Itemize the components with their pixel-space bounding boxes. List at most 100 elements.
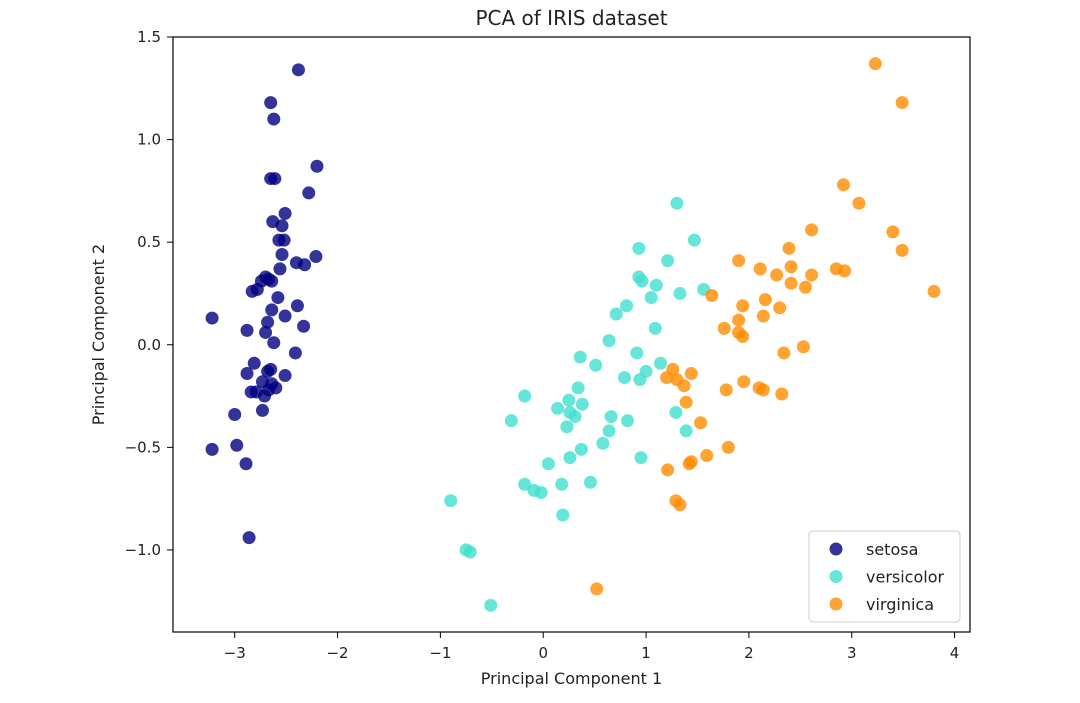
y-tick-label: 0.0 [137, 336, 161, 354]
x-tick-label: −2 [326, 644, 348, 662]
data-point [309, 250, 323, 264]
y-axis-ticks: −1.0 −0.5 0.0 0.5 1.0 1.5 [125, 28, 173, 559]
data-point [670, 196, 684, 210]
data-point [288, 346, 302, 360]
data-point [265, 274, 279, 288]
data-point [635, 274, 649, 288]
x-tick-label: −3 [224, 644, 246, 662]
data-point [837, 178, 851, 192]
data-point [687, 233, 701, 247]
data-point [560, 420, 574, 434]
data-point [700, 449, 714, 463]
data-point [717, 321, 731, 335]
y-tick-label: 1.5 [137, 28, 161, 46]
data-point [302, 186, 316, 200]
legend: setosa versicolor virginica [808, 530, 961, 623]
data-point [584, 475, 598, 489]
data-point [669, 405, 683, 419]
x-tick-label: 4 [950, 644, 960, 662]
data-point [555, 477, 569, 491]
legend-marker [829, 597, 843, 611]
data-point [271, 291, 285, 305]
data-point [247, 356, 261, 370]
data-point [278, 206, 292, 220]
legend-label: setosa [866, 540, 918, 559]
data-point [770, 268, 784, 282]
legend-marker [829, 542, 843, 556]
data-point [895, 243, 909, 257]
data-point [291, 63, 305, 77]
data-point [205, 311, 219, 325]
data-point [620, 299, 634, 313]
data-point [632, 241, 646, 255]
data-point [796, 340, 810, 354]
data-point [264, 96, 278, 110]
data-point [240, 323, 254, 337]
data-point [278, 309, 292, 323]
data-point [484, 598, 498, 612]
data-point [673, 286, 687, 300]
data-point [677, 379, 691, 393]
legend-label: virginica [866, 595, 934, 614]
data-point [290, 299, 304, 313]
data-point [239, 457, 253, 471]
series-versicolor [444, 196, 711, 612]
data-point [719, 383, 733, 397]
data-point [756, 383, 770, 397]
data-point [621, 414, 635, 428]
data-point [927, 284, 941, 298]
data-point [242, 531, 256, 545]
data-point [684, 455, 698, 469]
data-point [705, 289, 719, 303]
data-point [562, 393, 576, 407]
data-point [838, 264, 852, 278]
data-point [259, 325, 273, 339]
data-point [736, 330, 750, 344]
data-point [556, 508, 570, 522]
data-point [756, 309, 770, 323]
data-point [798, 280, 812, 294]
data-point [679, 395, 693, 409]
data-point [602, 424, 616, 438]
data-point [753, 262, 767, 276]
data-point [673, 498, 687, 512]
data-point [684, 366, 698, 380]
data-point [240, 366, 254, 380]
x-tick-label: 0 [538, 644, 548, 662]
data-point [568, 410, 582, 424]
data-point [268, 172, 282, 186]
data-point [267, 336, 281, 350]
y-tick-label: −1.0 [125, 541, 161, 559]
data-point [775, 387, 789, 401]
data-point [679, 424, 693, 438]
data-point [504, 414, 518, 428]
data-point [534, 485, 548, 499]
data-point [737, 375, 751, 389]
data-point [694, 416, 708, 430]
data-point [541, 457, 555, 471]
data-point [518, 389, 532, 403]
x-tick-label: 1 [641, 644, 651, 662]
data-point [644, 291, 658, 305]
data-point [258, 389, 272, 403]
data-point [230, 438, 244, 452]
y-axis-label: Principal Component 2 [89, 244, 108, 425]
data-point [551, 401, 565, 415]
data-point [277, 233, 291, 247]
data-point [732, 313, 746, 327]
data-point [228, 408, 242, 422]
x-tick-label: −1 [429, 644, 451, 662]
data-point [298, 258, 312, 272]
y-tick-label: −0.5 [125, 438, 161, 456]
data-point [653, 356, 667, 370]
data-point [571, 381, 585, 395]
data-point [648, 321, 662, 335]
series-virginica [590, 57, 941, 596]
data-point [255, 403, 269, 417]
data-point [777, 346, 791, 360]
data-point [758, 293, 772, 307]
legend-label: versicolor [866, 568, 944, 587]
data-point [575, 397, 589, 411]
x-axis-ticks: −3 −2 −1 0 1 2 3 4 [224, 632, 960, 662]
legend-marker [829, 570, 843, 583]
